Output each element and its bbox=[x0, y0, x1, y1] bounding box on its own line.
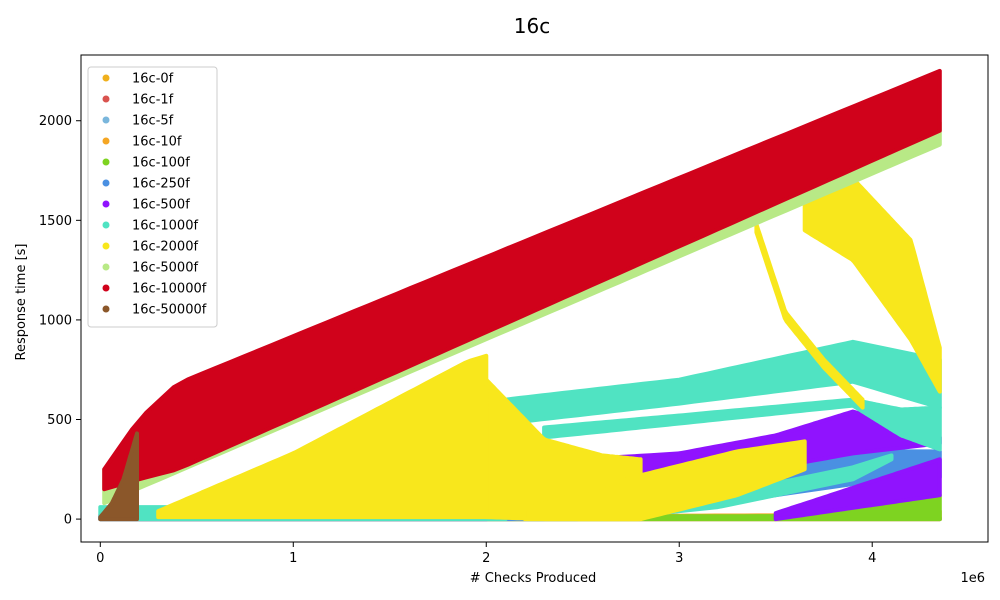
legend-item: 16c-0f bbox=[102, 72, 174, 87]
y-tick-label: 500 bbox=[47, 413, 72, 428]
legend-marker bbox=[102, 74, 110, 82]
legend-item: 16c-2000f bbox=[102, 240, 198, 255]
legend-marker bbox=[102, 284, 110, 292]
legend-label: 16c-10f bbox=[132, 135, 182, 150]
legend-marker bbox=[102, 179, 110, 187]
legend-item: 16c-10f bbox=[102, 135, 182, 150]
y-tick-label: 0 bbox=[64, 513, 72, 528]
legend-marker bbox=[102, 200, 110, 208]
legend-item: 16c-250f bbox=[102, 177, 190, 192]
series-layer bbox=[98, 68, 942, 522]
y-tick-label: 1500 bbox=[39, 214, 72, 229]
x-axis: 0 1 2 3 4 bbox=[96, 542, 876, 566]
y-axis: 0 500 1000 1500 2000 bbox=[39, 114, 81, 528]
x-offset-label: 1e6 bbox=[960, 571, 985, 586]
series-band bbox=[850, 397, 942, 452]
x-tick-label: 2 bbox=[482, 551, 490, 566]
series-band bbox=[98, 431, 139, 522]
y-axis-title: Response time [s] bbox=[14, 244, 29, 361]
series-band bbox=[522, 439, 807, 522]
legend-marker bbox=[102, 305, 110, 313]
legend-marker bbox=[102, 137, 110, 145]
legend-item: 16c-1000f bbox=[102, 219, 198, 234]
x-axis-title: # Checks Produced bbox=[470, 571, 596, 586]
legend-label: 16c-50000f bbox=[132, 303, 207, 318]
legend-label: 16c-500f bbox=[132, 198, 190, 213]
series-band bbox=[773, 457, 942, 522]
legend-item: 16c-1f bbox=[102, 93, 174, 108]
legend-label: 16c-2000f bbox=[132, 240, 198, 255]
legend-frame bbox=[87, 66, 218, 328]
chart-title: 16c bbox=[514, 14, 550, 38]
legend-marker bbox=[102, 221, 110, 229]
legend-label: 16c-1000f bbox=[132, 219, 198, 234]
legend-label: 16c-5f bbox=[132, 114, 174, 129]
series-band bbox=[754, 222, 865, 410]
legend-marker bbox=[102, 95, 110, 103]
plot-frame bbox=[80, 54, 989, 543]
x-tick-label: 3 bbox=[675, 551, 683, 566]
legend-label: 16c-0f bbox=[132, 72, 174, 87]
legend-marker bbox=[102, 242, 110, 250]
legend-marker bbox=[102, 158, 110, 166]
series-band bbox=[102, 68, 942, 492]
legend-item: 16c-50000f bbox=[102, 303, 207, 318]
legend-label: 16c-100f bbox=[132, 156, 190, 171]
legend-item: 16c-5f bbox=[102, 114, 174, 129]
series-16c-50000f bbox=[98, 431, 139, 522]
x-tick-label: 0 bbox=[96, 551, 104, 566]
legend-item: 16c-100f bbox=[102, 156, 190, 171]
x-tick-label: 1 bbox=[289, 551, 297, 566]
x-tick-label: 4 bbox=[868, 551, 876, 566]
legend: 16c-0f 16c-1f 16c-5f 16c-10f 16c-100f 16c-250… bbox=[87, 66, 218, 328]
y-tick-label: 1000 bbox=[39, 313, 72, 328]
y-tick-label: 2000 bbox=[39, 114, 72, 129]
legend-label: 16c-1f bbox=[132, 93, 174, 108]
legend-item: 16c-10000f bbox=[102, 282, 207, 297]
legend-label: 16c-10000f bbox=[132, 282, 207, 297]
legend-marker bbox=[102, 116, 110, 124]
legend-item: 16c-5000f bbox=[102, 261, 198, 276]
series-16c-10000f bbox=[102, 68, 942, 492]
legend-label: 16c-5000f bbox=[132, 261, 198, 276]
legend-item: 16c-500f bbox=[102, 198, 190, 213]
legend-label: 16c-250f bbox=[132, 177, 190, 192]
legend-marker bbox=[102, 263, 110, 271]
